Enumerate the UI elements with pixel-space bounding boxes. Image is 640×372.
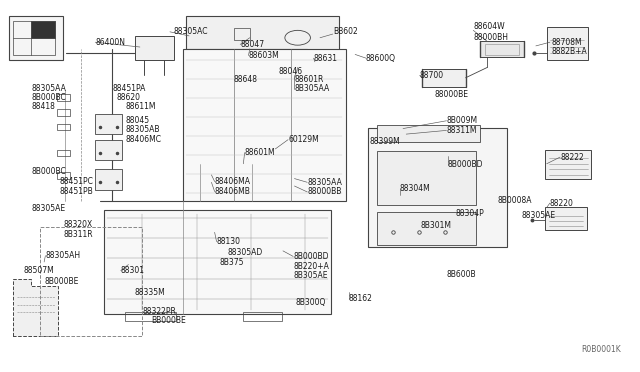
Text: 88708M: 88708M bbox=[551, 38, 582, 47]
Text: 88620: 88620 bbox=[117, 93, 141, 102]
Text: 88603M: 88603M bbox=[248, 51, 279, 60]
Text: 88220: 88220 bbox=[550, 199, 574, 208]
Text: 88222: 88222 bbox=[560, 153, 584, 161]
Text: 88399M: 88399M bbox=[370, 137, 401, 146]
Text: 8B000BC: 8B000BC bbox=[31, 167, 66, 176]
Text: 88000BE: 88000BE bbox=[435, 90, 469, 99]
Bar bbox=[182, 49, 346, 201]
Text: 88631: 88631 bbox=[314, 54, 338, 62]
Text: 8B009M: 8B009M bbox=[447, 116, 477, 125]
Text: 8B300Q: 8B300Q bbox=[296, 298, 326, 307]
Text: 88600Q: 88600Q bbox=[366, 54, 396, 62]
Bar bbox=[95, 169, 122, 190]
Bar bbox=[57, 172, 70, 179]
Bar bbox=[479, 41, 524, 57]
Bar bbox=[40, 227, 143, 336]
Text: 88604W: 88604W bbox=[473, 22, 505, 31]
Text: 88047: 88047 bbox=[240, 40, 264, 49]
Bar bbox=[484, 44, 519, 55]
Bar bbox=[57, 94, 70, 101]
Text: 60129M: 60129M bbox=[288, 135, 319, 144]
Bar bbox=[368, 128, 507, 247]
Text: R0B0001K: R0B0001K bbox=[582, 344, 621, 353]
Text: 88305AD: 88305AD bbox=[227, 248, 262, 257]
Bar bbox=[378, 151, 476, 205]
Text: 88000BH: 88000BH bbox=[473, 33, 508, 42]
Text: 8B000BD: 8B000BD bbox=[293, 252, 329, 261]
Text: 88507M: 88507M bbox=[23, 266, 54, 275]
Text: 88305AA: 88305AA bbox=[31, 84, 66, 93]
Text: 88305AH: 88305AH bbox=[45, 251, 81, 260]
Text: 88305AE: 88305AE bbox=[31, 204, 65, 213]
Bar bbox=[31, 22, 55, 38]
Text: 88406MB: 88406MB bbox=[214, 187, 250, 196]
Text: 88045: 88045 bbox=[126, 116, 150, 125]
Text: 88305AA: 88305AA bbox=[307, 178, 342, 187]
Text: 8B311R: 8B311R bbox=[63, 230, 93, 239]
Text: 8B305AA: 8B305AA bbox=[294, 84, 330, 93]
Text: 88301: 88301 bbox=[121, 266, 145, 275]
Text: 88130: 88130 bbox=[216, 237, 241, 246]
Bar bbox=[243, 312, 282, 321]
Bar bbox=[378, 212, 476, 245]
Text: 8B305AE: 8B305AE bbox=[293, 271, 328, 280]
Bar bbox=[104, 210, 331, 314]
Text: 8B000BE: 8B000BE bbox=[44, 277, 79, 286]
Text: 88406MC: 88406MC bbox=[126, 135, 162, 144]
Polygon shape bbox=[9, 16, 63, 60]
Text: 88000BB: 88000BB bbox=[307, 187, 342, 196]
Text: 88320X: 88320X bbox=[63, 220, 93, 229]
Text: 86400N: 86400N bbox=[95, 38, 125, 47]
Text: 88322PR: 88322PR bbox=[143, 307, 177, 316]
Text: 88311M: 88311M bbox=[447, 126, 477, 135]
Bar bbox=[378, 125, 479, 141]
Polygon shape bbox=[186, 16, 339, 71]
Text: 88451PC: 88451PC bbox=[60, 177, 93, 186]
Text: 88305AE: 88305AE bbox=[521, 211, 556, 220]
Polygon shape bbox=[13, 279, 58, 336]
Bar bbox=[95, 114, 122, 134]
Bar bbox=[422, 69, 466, 87]
Bar bbox=[95, 140, 122, 160]
Text: BB602: BB602 bbox=[333, 27, 358, 36]
Text: 8B000BC: 8B000BC bbox=[31, 93, 66, 102]
Text: 88305AB: 88305AB bbox=[126, 125, 161, 134]
Text: 88601R: 88601R bbox=[294, 75, 324, 84]
Text: 88162: 88162 bbox=[349, 294, 372, 303]
Text: 8B301M: 8B301M bbox=[421, 221, 452, 230]
Text: 88406MA: 88406MA bbox=[214, 177, 251, 186]
Text: 88451PB: 88451PB bbox=[60, 187, 93, 196]
Bar bbox=[135, 36, 174, 60]
Bar bbox=[547, 27, 588, 60]
Text: 88601M: 88601M bbox=[244, 148, 275, 157]
Bar bbox=[545, 208, 587, 231]
Text: 88700: 88700 bbox=[420, 71, 444, 80]
Bar bbox=[125, 312, 176, 321]
Text: 88648: 88648 bbox=[234, 75, 258, 84]
Bar bbox=[545, 150, 591, 179]
Text: 8882B+A: 8882B+A bbox=[551, 47, 587, 56]
Bar bbox=[57, 150, 70, 156]
Text: 88304P: 88304P bbox=[456, 209, 484, 218]
Bar bbox=[13, 22, 55, 55]
Text: 8B0008A: 8B0008A bbox=[497, 196, 532, 205]
Bar bbox=[57, 109, 70, 116]
Text: 88451PA: 88451PA bbox=[113, 84, 146, 93]
Bar bbox=[234, 29, 250, 39]
Text: 8B220+A: 8B220+A bbox=[293, 262, 329, 270]
Text: 88335M: 88335M bbox=[135, 288, 166, 297]
Text: 8B000BD: 8B000BD bbox=[448, 160, 483, 169]
Text: 88611M: 88611M bbox=[126, 102, 156, 111]
Text: 88305AC: 88305AC bbox=[173, 27, 207, 36]
Text: 88304M: 88304M bbox=[400, 185, 431, 193]
Text: 88046: 88046 bbox=[278, 67, 303, 76]
Text: 8B375: 8B375 bbox=[219, 258, 244, 267]
Text: 88418: 88418 bbox=[31, 102, 55, 111]
Text: BB000BE: BB000BE bbox=[151, 317, 186, 326]
Bar bbox=[57, 124, 70, 131]
Text: 8B600B: 8B600B bbox=[447, 270, 476, 279]
